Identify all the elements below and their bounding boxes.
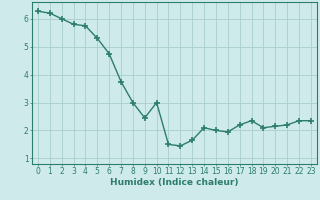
X-axis label: Humidex (Indice chaleur): Humidex (Indice chaleur) <box>110 178 239 187</box>
